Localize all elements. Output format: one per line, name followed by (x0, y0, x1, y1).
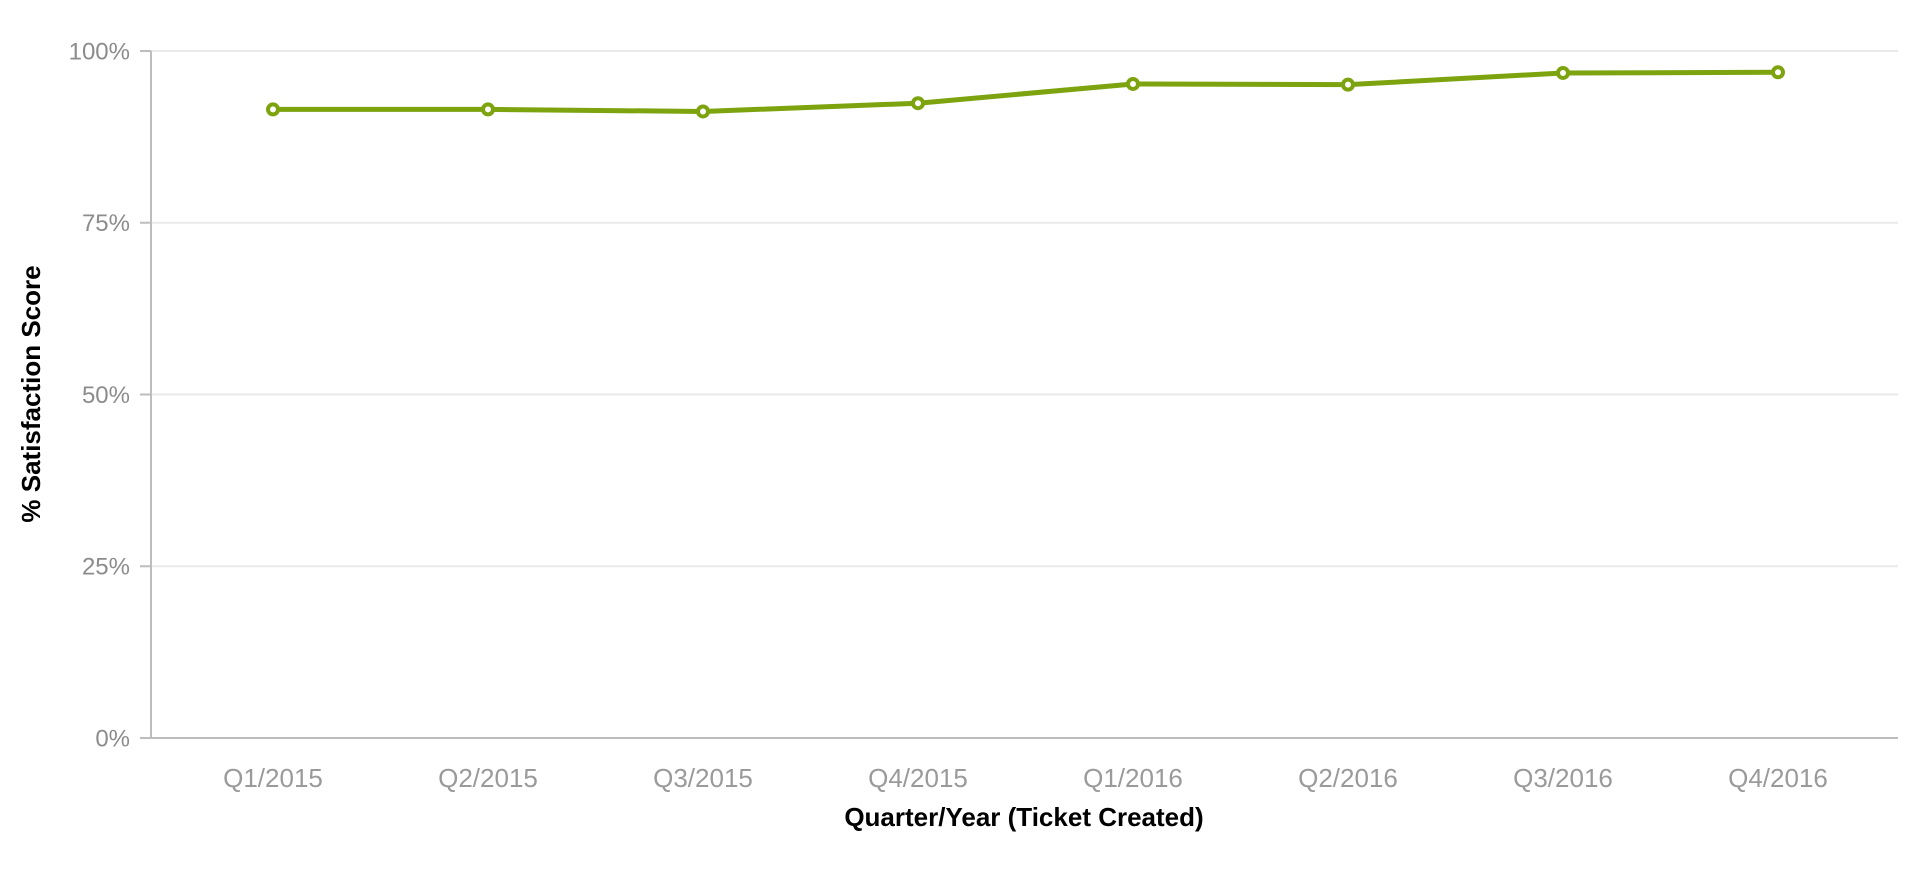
x-category-label-q4-2015: Q4/2015 (868, 763, 968, 793)
y-tick-label-25: 25% (82, 554, 130, 581)
series-line (270, 69, 1781, 114)
data-point-q4-2015[interactable] (911, 96, 925, 111)
x-category-label-q3-2016: Q3/2016 (1513, 763, 1613, 793)
y-tick-label-75: 75% (82, 210, 130, 237)
x-category-label-q2-2016: Q2/2016 (1298, 763, 1398, 793)
y-tick-label-50: 50% (82, 382, 130, 409)
series-group (266, 65, 1785, 119)
data-point-q1-2015[interactable] (266, 102, 280, 117)
x-category-label-q2-2015: Q2/2015 (438, 763, 538, 793)
data-point-q2-2016[interactable] (1341, 77, 1355, 92)
x-category-label-q1-2016: Q1/2016 (1083, 763, 1183, 793)
y-axis-title: % Satisfaction Score (16, 265, 46, 522)
x-axis-title: Quarter/Year (Ticket Created) (844, 802, 1203, 832)
x-category-label-q4-2016: Q4/2016 (1728, 763, 1828, 793)
y-tick-label-100: 100% (69, 38, 130, 65)
x-category-label-q1-2015: Q1/2015 (223, 763, 323, 793)
y-axis: 0% 25% 50% 75% 100% (69, 38, 152, 752)
data-point-q3-2016[interactable] (1556, 65, 1570, 80)
x-axis: Q1/2015 Q2/2015 Q3/2015 Q4/2015 Q1/2016 Q2/20… (151, 737, 1898, 793)
data-point-q3-2015[interactable] (696, 104, 710, 119)
y-tick-label-0: 0% (95, 725, 130, 752)
data-point-q4-2016[interactable] (1771, 65, 1785, 80)
data-point-q2-2015[interactable] (481, 102, 495, 117)
x-category-label-q3-2015: Q3/2015 (653, 763, 753, 793)
data-point-q1-2016[interactable] (1126, 76, 1140, 91)
gridlines (151, 50, 1898, 568)
